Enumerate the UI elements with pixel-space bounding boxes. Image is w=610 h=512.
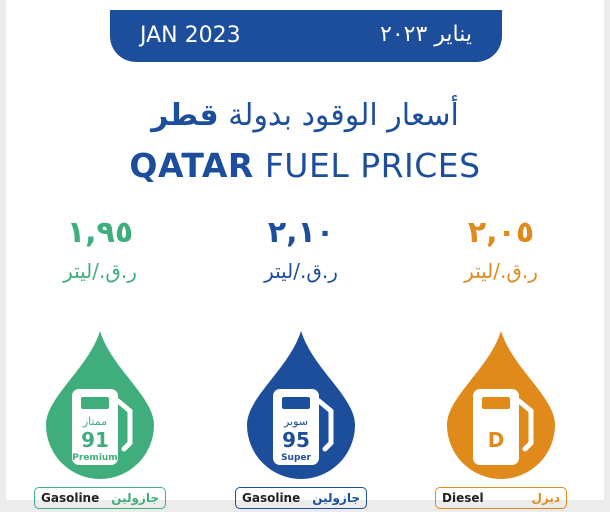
pump-window — [282, 397, 310, 409]
title-ar-bold: قطر — [151, 98, 219, 133]
price-unit: ر.ق./ليتر — [264, 259, 338, 283]
title-en-bold: QATAR — [129, 146, 254, 185]
fuel-label: Gasoline جازولين — [34, 487, 166, 509]
pump-window — [81, 397, 109, 409]
fuel-drop: D — [447, 331, 555, 479]
label-en: Gasoline — [41, 491, 100, 505]
fuel-label: Diesel ديزل — [435, 487, 567, 509]
pump-en: Premium — [72, 453, 117, 463]
price: ٢,٠٥ — [467, 215, 535, 250]
pump-number: 91 — [81, 428, 109, 452]
pump-ar: سوبر — [283, 415, 308, 428]
date-ar: يناير ٢٠٢٣ — [380, 22, 472, 47]
title-ar: أسعار الوقود بدولة قطر — [6, 98, 604, 133]
pump-en: Super — [281, 453, 311, 463]
fuel-column: ١,٩٥ ر.ق./ليتر ممتاز 91 Premium Gasoline جازول… — [0, 215, 200, 509]
title-ar-regular: أسعار الوقود بدولة — [228, 98, 459, 133]
card: JAN 2023 يناير ٢٠٢٣ أسعار الوقود بدولة ق… — [6, 0, 604, 509]
pump-window — [482, 397, 510, 409]
price-unit: ر.ق./ليتر — [464, 259, 538, 283]
pump-hose — [115, 398, 133, 452]
price: ٢,١٠ — [267, 215, 335, 250]
fuel-column: ٢,١٠ ر.ق./ليتر سوبر 95 Super Gasoline جازولين — [201, 215, 401, 509]
title-en: QATAR FUEL PRICES — [6, 146, 604, 185]
pump-ar: ممتاز — [82, 415, 107, 428]
label-ar: جازولين — [312, 491, 360, 505]
label-en: Diesel — [442, 491, 484, 505]
date-en: JAN 2023 — [140, 23, 241, 48]
label-en: Gasoline — [242, 491, 301, 505]
fuel-label: Gasoline جازولين — [235, 487, 367, 509]
price: ١,٩٥ — [66, 215, 134, 250]
pump-number: 95 — [282, 428, 310, 452]
title-en-regular: FUEL PRICES — [264, 146, 481, 185]
price-unit: ر.ق./ليتر — [63, 259, 137, 283]
label-ar: جازولين — [111, 491, 159, 505]
pump-hose — [316, 398, 334, 452]
fuel-column: ٢,٠٥ ر.ق./ليتر D Diesel ديزل — [401, 215, 601, 509]
pump-hose — [516, 398, 534, 452]
pump-letter: D — [488, 428, 505, 452]
label-ar: ديزل — [531, 491, 560, 505]
date-tab: JAN 2023 يناير ٢٠٢٣ — [110, 10, 502, 62]
